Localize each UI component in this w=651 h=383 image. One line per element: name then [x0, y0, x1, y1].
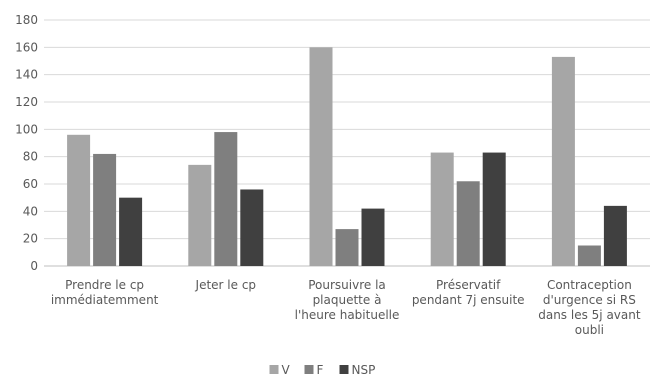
bar-nsp: [482, 152, 506, 266]
legend-label-nsp: NSP: [352, 363, 376, 377]
legend-swatch-f: [304, 365, 314, 374]
bar-nsp: [119, 197, 143, 266]
bar-v: [188, 164, 212, 266]
x-tick-label: Poursuivre la plaquette à l'heure habituel…: [295, 278, 400, 322]
bars: [67, 47, 627, 267]
x-tick-label: Préservatif pendant 7j ensuite: [412, 278, 525, 307]
bar-nsp: [361, 208, 385, 266]
bar-v: [551, 56, 575, 267]
bar-nsp: [603, 205, 627, 266]
x-tick-label: Jeter le cp: [195, 278, 257, 292]
y-tick-label: 20: [23, 232, 38, 246]
y-tick-label: 100: [15, 122, 38, 136]
y-tick-label: 180: [15, 13, 38, 27]
y-axis: 0 20 40 60 80 100 120 140 160 180: [15, 13, 38, 273]
bar-v: [430, 152, 454, 266]
x-axis: Prendre le cp immédiatemment Jeter le cp Po…: [51, 278, 641, 337]
x-tick-label: Prendre le cp immédiatemment: [51, 278, 159, 307]
gridlines: [44, 19, 650, 267]
y-tick-label: 0: [30, 259, 38, 273]
bar-nsp: [240, 189, 264, 266]
y-tick-label: 80: [23, 150, 38, 164]
bar-f: [335, 229, 359, 266]
bar-v: [67, 134, 91, 266]
y-tick-label: 60: [23, 177, 38, 191]
y-tick-label: 160: [15, 40, 38, 54]
legend-label-f: F: [317, 363, 324, 377]
bar-v: [309, 47, 333, 267]
y-tick-label: 120: [15, 95, 38, 109]
y-tick-label: 140: [15, 68, 38, 82]
legend-label-v: V: [282, 363, 291, 377]
bar-f: [577, 245, 601, 266]
bar-f: [214, 132, 238, 266]
legend-swatch-nsp: [339, 365, 349, 374]
y-tick-label: 40: [23, 204, 38, 218]
legend: V F NSP: [269, 363, 376, 377]
legend-swatch-v: [269, 365, 279, 374]
bar-f: [93, 153, 117, 266]
x-tick-label: Contraception d'urgence si RS dans les 5j …: [538, 278, 641, 337]
bar-f: [456, 181, 480, 266]
